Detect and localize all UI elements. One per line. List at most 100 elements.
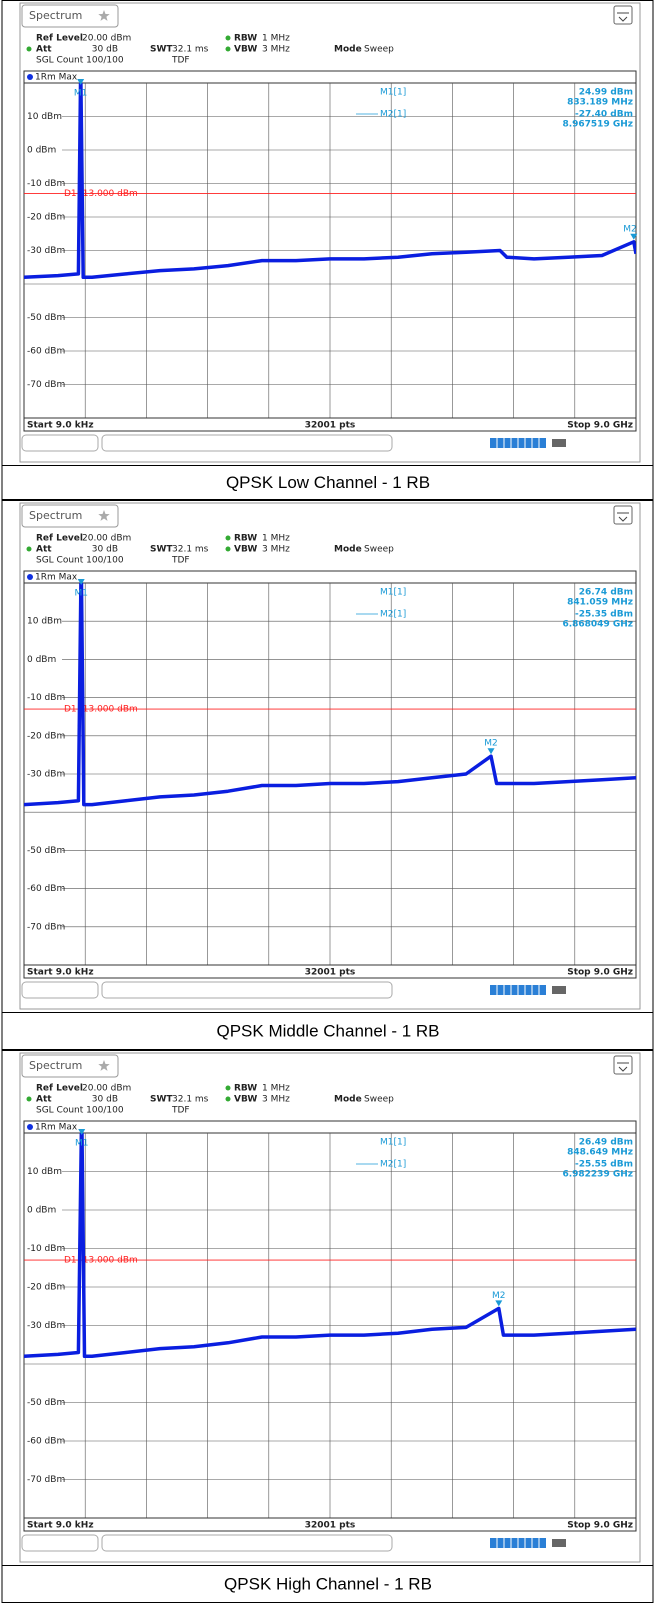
title: Spectrum bbox=[29, 509, 82, 522]
y-tick-label: -70 dBm bbox=[27, 380, 65, 390]
status-box bbox=[101, 981, 393, 999]
title: Spectrum bbox=[29, 9, 82, 22]
status-dot bbox=[225, 46, 231, 52]
legend-label: 1Rm Max bbox=[35, 573, 78, 583]
trace-header bbox=[23, 570, 637, 584]
trace-dot bbox=[27, 574, 33, 580]
marker-value: -25.55 dBm bbox=[575, 1160, 633, 1170]
marker-value: 848.649 MHz bbox=[567, 1148, 633, 1158]
marker-table-label: M1[1] bbox=[380, 88, 406, 98]
status-box bbox=[101, 434, 393, 452]
status-box bbox=[21, 434, 99, 452]
y-tick-label: -60 dBm bbox=[27, 347, 65, 357]
setting: SGL Count 100/100 bbox=[36, 1106, 124, 1116]
y-tick-label: 0 dBm bbox=[27, 146, 56, 156]
marker-table-label: M2[1] bbox=[380, 1160, 406, 1170]
trace-dot bbox=[27, 1124, 33, 1130]
table-cell bbox=[1, 465, 654, 500]
star-icon bbox=[98, 10, 110, 21]
y-tick-label: -20 dBm bbox=[27, 731, 65, 741]
setting: TDF bbox=[171, 1106, 190, 1116]
marker-label: M2 bbox=[623, 224, 637, 234]
setting: TDF bbox=[171, 56, 190, 66]
tab bbox=[21, 1054, 119, 1078]
setting: SGL Count 100/100 bbox=[36, 556, 124, 566]
status-dot bbox=[26, 546, 32, 552]
marker bbox=[77, 579, 85, 585]
setting: TDF bbox=[171, 556, 190, 566]
marker-value: 26.74 dBm bbox=[579, 588, 633, 598]
y-tick-label: 10 dBm bbox=[27, 617, 62, 627]
setting: 32.1 ms bbox=[172, 45, 209, 55]
status-dot bbox=[225, 1085, 231, 1091]
setting: Sweep bbox=[364, 1095, 394, 1105]
status-dot bbox=[225, 535, 231, 541]
marker-label: M2 bbox=[492, 1291, 506, 1301]
x-stop-label: Stop 9.0 GHz bbox=[567, 421, 633, 431]
x-label-row bbox=[23, 417, 637, 432]
setting: Ref Level bbox=[36, 1084, 83, 1094]
setting: 30 dB bbox=[92, 45, 118, 55]
y-tick-label: -30 dBm bbox=[27, 1321, 65, 1331]
setting: RBW bbox=[234, 534, 257, 544]
status-icon bbox=[552, 986, 566, 994]
setting: SWT bbox=[150, 545, 173, 555]
setting: Ref Level bbox=[36, 34, 83, 44]
setting: VBW bbox=[234, 45, 257, 55]
menu-icon bbox=[613, 1055, 633, 1075]
y-tick-label: -50 dBm bbox=[27, 1398, 65, 1408]
x-points-label: 32001 pts bbox=[305, 421, 356, 431]
setting: 3 MHz bbox=[262, 45, 290, 55]
y-tick-label: 0 dBm bbox=[27, 1206, 56, 1216]
x-stop-label: Stop 9.0 GHz bbox=[567, 1521, 633, 1531]
setting: Att bbox=[36, 45, 52, 55]
status-box bbox=[21, 1534, 99, 1552]
status-dot bbox=[225, 1096, 231, 1102]
table-cell bbox=[1, 1565, 654, 1603]
status-dot bbox=[225, 546, 231, 552]
panel: QPSK High Channel - 1 RB Spectrum Ref Leve… bbox=[1, 1050, 654, 1603]
trace-header bbox=[23, 1120, 637, 1134]
star-icon bbox=[98, 1060, 110, 1071]
y-tick-label: 0 dBm bbox=[27, 655, 56, 665]
setting: 1 MHz bbox=[262, 534, 290, 544]
setting: SWT bbox=[150, 1095, 173, 1105]
marker-value: 6.982239 GHz bbox=[562, 1170, 633, 1180]
setting: Att bbox=[36, 545, 52, 555]
setting: 20.00 dBm bbox=[82, 534, 131, 544]
display-line-label: D1 -13.000 dBm bbox=[64, 705, 138, 715]
x-start-label: Start 9.0 kHz bbox=[27, 968, 94, 978]
marker-value: 26.49 dBm bbox=[579, 1138, 633, 1148]
marker bbox=[487, 748, 495, 755]
setting: RBW bbox=[234, 34, 257, 44]
x-start-label: Start 9.0 kHz bbox=[27, 1521, 94, 1531]
y-tick-label: -10 dBm bbox=[27, 179, 65, 189]
status-icon bbox=[552, 1539, 566, 1547]
marker-value: -25.35 dBm bbox=[575, 610, 633, 620]
x-start-label: Start 9.0 kHz bbox=[27, 421, 94, 431]
y-tick-label: -50 dBm bbox=[27, 846, 65, 856]
marker-table-label: M1[1] bbox=[380, 588, 406, 598]
menu-icon bbox=[613, 505, 633, 525]
menu-icon bbox=[617, 12, 629, 22]
marker bbox=[630, 233, 638, 240]
setting: 20.00 dBm bbox=[82, 34, 131, 44]
setting: Sweep bbox=[364, 45, 394, 55]
trace bbox=[24, 583, 636, 807]
setting: RBW bbox=[234, 1084, 257, 1094]
setting: 20.00 dBm bbox=[82, 1084, 131, 1094]
setting: 1 MHz bbox=[262, 1084, 290, 1094]
marker-value: 24.99 dBm bbox=[579, 88, 633, 98]
status-dot bbox=[225, 35, 231, 41]
status-dot bbox=[26, 1096, 32, 1102]
marker bbox=[77, 79, 85, 85]
legend-label: 1Rm Max bbox=[35, 73, 78, 83]
display-line-label: D1 -13.000 dBm bbox=[64, 1256, 138, 1266]
y-tick-label: -60 dBm bbox=[27, 1437, 65, 1447]
y-tick-label: -30 dBm bbox=[27, 246, 65, 256]
setting: VBW bbox=[234, 1095, 257, 1105]
tab bbox=[21, 4, 119, 28]
status-box bbox=[21, 981, 99, 999]
y-tick-label: -30 dBm bbox=[27, 770, 65, 780]
